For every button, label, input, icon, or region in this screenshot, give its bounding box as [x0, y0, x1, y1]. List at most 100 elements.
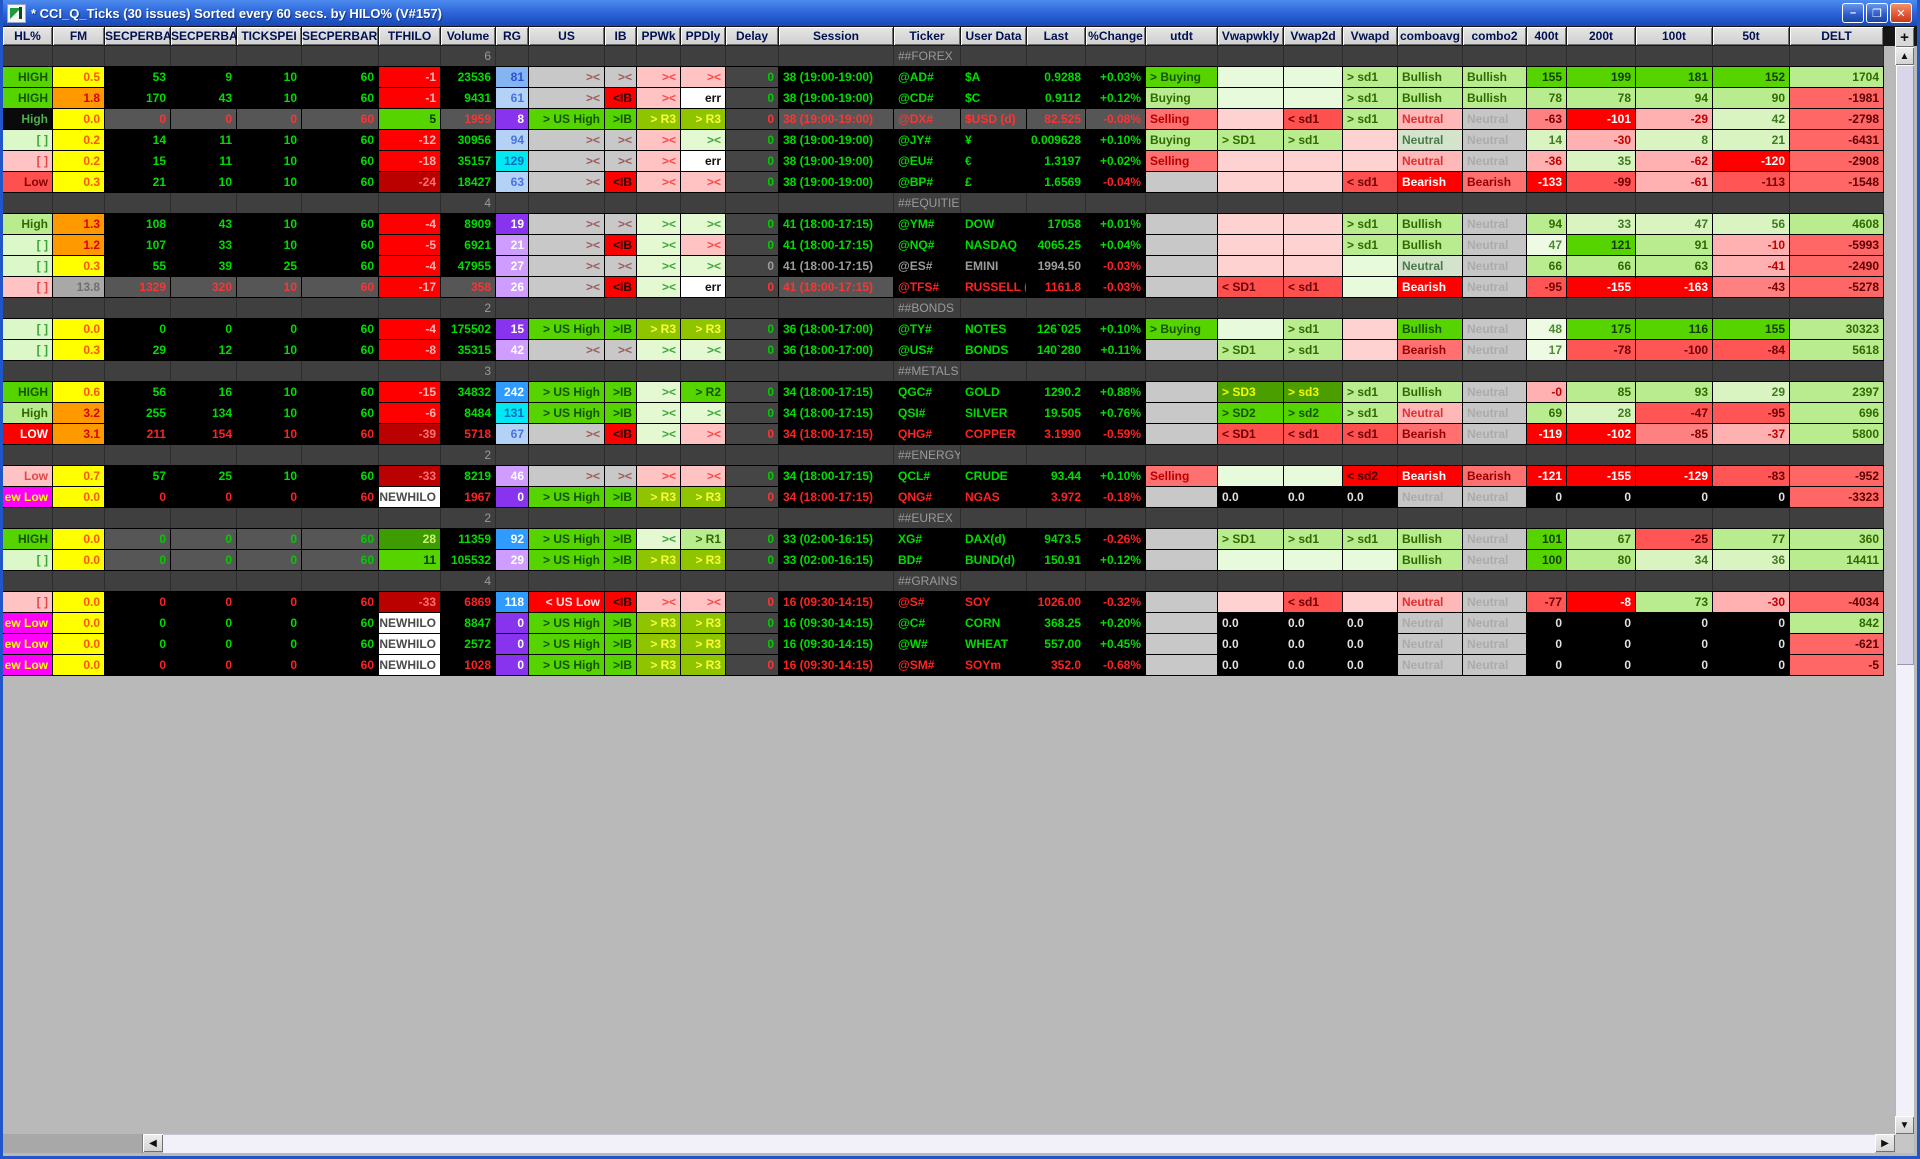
column-header-us[interactable]: US	[529, 27, 604, 45]
close-button[interactable]: ✕	[1890, 3, 1912, 23]
scroll-right-button[interactable]: ▶	[1875, 1134, 1895, 1152]
table-row-qsi[interactable]: High 3.2 255 134 10 60 -6 8484 131 > US High >IB ><…	[3, 403, 1884, 424]
restore-button[interactable]: ❐	[1866, 3, 1888, 23]
section-row[interactable]: 2 ##BONDS	[3, 298, 1884, 319]
column-header-hl[interactable]: HL%	[3, 27, 52, 45]
section-cell	[1086, 445, 1146, 465]
table-row-qng[interactable]: ew Low 0.0 0 0 0 60 NEWHILO 1967 0 > US High >IB > …	[3, 487, 1884, 508]
table-cell-vwap2d	[1284, 214, 1343, 234]
scroll-left-button[interactable]: ◀	[143, 1134, 163, 1152]
horizontal-scrollbar[interactable]: ◀ ▶	[3, 1134, 1914, 1153]
minimize-button[interactable]: –	[1842, 3, 1864, 23]
section-row[interactable]: 2 ##EUREX	[3, 508, 1884, 529]
column-header-utdt[interactable]: utdt	[1146, 27, 1217, 45]
table-row-ty[interactable]: [ ] 0.0 0 0 0 60 -4 175502 15 > US High >IB > R3 > R…	[3, 319, 1884, 340]
column-header-delay[interactable]: Delay	[726, 27, 778, 45]
table-row-bp[interactable]: Low 0.3 21 10 10 60 -24 18427 63 >< <IB >< >< 0 38 (19…	[3, 172, 1884, 193]
table-cell-delay: 0	[726, 634, 779, 654]
table-row-jy[interactable]: [ ] 0.2 14 11 10 60 -12 30956 94 >< >< >< >< 0 38 (19:…	[3, 130, 1884, 151]
column-header-comboavg[interactable]: comboavg	[1398, 27, 1462, 45]
section-row[interactable]: 4 ##GRAINS	[3, 571, 1884, 592]
table-cell-tfhilo: -1	[379, 67, 441, 87]
table-row-ym[interactable]: High 1.3 108 43 10 60 -4 8909 19 >< >< >< >< 0 41 (18:…	[3, 214, 1884, 235]
column-header-50t[interactable]: 50t	[1713, 27, 1789, 45]
column-header-ticker[interactable]: Ticker	[894, 27, 960, 45]
horizontal-scroll-track[interactable]	[163, 1134, 1875, 1153]
table-row-s[interactable]: [ ] 0.0 0 0 0 60 -33 6869 118 < US Low <IB >< >< 0 16 …	[3, 592, 1884, 613]
column-header-last[interactable]: Last	[1027, 27, 1085, 45]
vertical-scroll-thumb[interactable]	[1896, 65, 1914, 665]
section-row[interactable]: 6 ##FOREX	[3, 46, 1884, 67]
table-cell-delay: 0	[726, 256, 779, 276]
table-cell-fm: 0.0	[53, 109, 105, 129]
section-row[interactable]: 4 ##EQUITIE	[3, 193, 1884, 214]
column-header-userdata[interactable]: User Data	[961, 27, 1026, 45]
vertical-scrollbar[interactable]: + ▲ ▼	[1895, 27, 1914, 1134]
table-row-us[interactable]: [ ] 0.3 29 12 10 60 -8 35315 42 >< >< >< >< 0 36 (18:0…	[3, 340, 1884, 361]
column-header-change[interactable]: %Change	[1086, 27, 1145, 45]
table-row-es[interactable]: [ ] 0.3 55 39 25 60 -4 47955 27 >< >< >< >< 0 41 (18:0…	[3, 256, 1884, 277]
column-header-vwapd[interactable]: Vwapd	[1343, 27, 1397, 45]
scroll-up-button[interactable]: ▲	[1895, 47, 1914, 65]
table-row-cd[interactable]: HIGH 1.8 170 43 10 60 -1 9431 61 >< <IB >< err 0 38 (1…	[3, 88, 1884, 109]
column-header-vwapwkly[interactable]: Vwapwkly	[1218, 27, 1283, 45]
column-header-combo2[interactable]: combo2	[1463, 27, 1526, 45]
column-header-secperbar[interactable]: SECPERBAR:	[302, 27, 378, 45]
add-column-button[interactable]: +	[1895, 27, 1914, 47]
table-cell-ticker: @ES#	[894, 256, 961, 276]
column-header-tfhilo[interactable]: TFHILO	[379, 27, 440, 45]
vertical-scroll-track[interactable]	[1895, 65, 1914, 1116]
table-cell-vwapd: < sd1	[1343, 424, 1398, 444]
column-header-ppdly[interactable]: PPDly	[681, 27, 725, 45]
table-cell-userdata: CORN	[961, 613, 1027, 633]
pane-splitter[interactable]	[3, 1134, 143, 1153]
section-cell	[105, 46, 171, 66]
window-titlebar[interactable]: * CCI_Q_Ticks (30 issues) Sorted every 6…	[3, 0, 1917, 26]
table-cell-hl: High	[3, 214, 53, 234]
column-header-ib[interactable]: IB	[605, 27, 636, 45]
table-row-tfs[interactable]: [ ] 13.8 1329 320 10 60 -17 358 26 >< <IB >< err 0 41 …	[3, 277, 1884, 298]
scroll-down-button[interactable]: ▼	[1895, 1116, 1914, 1134]
column-header-100t[interactable]: 100t	[1636, 27, 1712, 45]
column-header-vwap2d[interactable]: Vwap2d	[1284, 27, 1342, 45]
table-cell-tickspei: 0	[237, 529, 302, 549]
table-cell-session: 41 (18:00-17:15)	[779, 214, 894, 234]
table-row-eu[interactable]: [ ] 0.2 15 11 10 60 -18 35157 129 >< >< >< err 0 38 (1…	[3, 151, 1884, 172]
section-row[interactable]: 3 ##METALS	[3, 361, 1884, 382]
table-cell-secperba: 255	[105, 403, 171, 423]
table-cell-secperbai: 33	[171, 235, 237, 255]
table-row-qhg[interactable]: LOW 3.1 211 154 10 60 -39 5718 67 >< <IB >< >< 0 34 (1…	[3, 424, 1884, 445]
table-row-xg[interactable]: HIGH 0.0 0 0 0 60 28 11359 92 > US High >IB >< > R1 0…	[3, 529, 1884, 550]
table-cell-rg: 46	[496, 466, 529, 486]
column-header-tickspei[interactable]: TICKSPEI	[237, 27, 301, 45]
column-header-400t[interactable]: 400t	[1527, 27, 1566, 45]
table-cell-utdt	[1146, 403, 1218, 423]
table-cell-comboavg: Bullish	[1398, 67, 1463, 87]
table-row-dx[interactable]: High 0.0 0 0 0 60 5 1959 8 > US High >IB > R3 > R3 0 3…	[3, 109, 1884, 130]
table-cell-secperbar: 60	[302, 172, 379, 192]
column-header-secperba[interactable]: SECPERBA	[105, 27, 170, 45]
table-row-qcl[interactable]: Low 0.7 57 25 10 60 -33 8219 46 >< >< >< >< 0 34 (18:0…	[3, 466, 1884, 487]
column-header-fm[interactable]: FM	[53, 27, 104, 45]
column-header-volume[interactable]: Volume	[441, 27, 495, 45]
table-row-bd[interactable]: [ ] 0.0 0 0 0 60 11 105532 29 > US High >IB > R3 > R…	[3, 550, 1884, 571]
column-header-200t[interactable]: 200t	[1567, 27, 1635, 45]
column-header-session[interactable]: Session	[779, 27, 893, 45]
table-cell-delt: -2490	[1790, 256, 1884, 276]
table-row-ad[interactable]: HIGH 0.5 53 9 10 60 -1 23536 81 >< >< >< >< 0 38 (19:0…	[3, 67, 1884, 88]
table-row-w[interactable]: ew Low 0.0 0 0 0 60 NEWHILO 2572 0 > US High >IB > …	[3, 634, 1884, 655]
table-cell-vwapd: > sd1	[1343, 67, 1398, 87]
column-header-rg[interactable]: RG	[496, 27, 528, 45]
table-row-qgc[interactable]: HIGH 0.6 56 16 10 60 -15 34832 242 > US High >IB ><…	[3, 382, 1884, 403]
column-header-ppwk[interactable]: PPWk	[637, 27, 680, 45]
section-row[interactable]: 2 ##ENERGY	[3, 445, 1884, 466]
table-cell-secperbar: 60	[302, 592, 379, 612]
table-row-c[interactable]: ew Low 0.0 0 0 0 60 NEWHILO 8847 0 > US High >IB > …	[3, 613, 1884, 634]
table-row-nq[interactable]: [ ] 1.2 107 33 10 60 -5 6921 21 >< <IB >< >< 0 41 (18:…	[3, 235, 1884, 256]
table-row-sm[interactable]: ew Low 0.0 0 0 0 60 NEWHILO 1028 0 > US High >IB > …	[3, 655, 1884, 676]
table-cell-400t: 101	[1527, 529, 1567, 549]
column-header-secperbai[interactable]: SECPERBAI	[171, 27, 236, 45]
table-cell-utdt	[1146, 655, 1218, 675]
section-cell	[1343, 361, 1398, 381]
column-header-delt[interactable]: DELT	[1790, 27, 1883, 45]
